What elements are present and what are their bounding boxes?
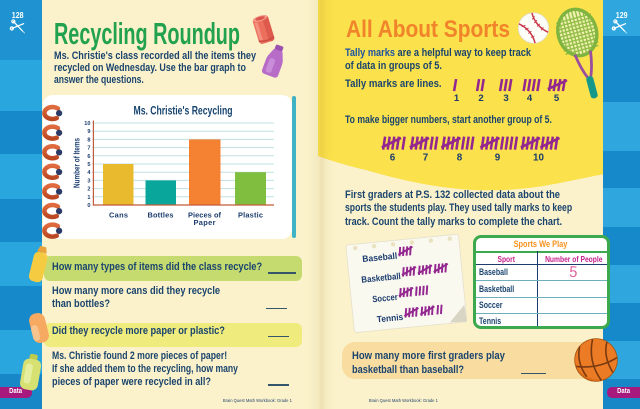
svg-text:9: 9 xyxy=(495,153,501,164)
svg-text:10: 10 xyxy=(533,153,544,164)
svg-text:Bottles: Bottles xyxy=(148,211,174,220)
svg-text:Basketball: Basketball xyxy=(361,271,401,285)
svg-text:Paper: Paper xyxy=(194,218,216,227)
svg-text:Tennis: Tennis xyxy=(376,312,403,325)
svg-text:Baseball: Baseball xyxy=(362,251,398,264)
svg-text:4: 4 xyxy=(87,170,91,176)
svg-text:8: 8 xyxy=(457,153,463,164)
svg-text:6: 6 xyxy=(87,154,90,160)
svg-text:5: 5 xyxy=(87,162,90,168)
svg-text:8: 8 xyxy=(87,137,90,143)
svg-text:7: 7 xyxy=(87,146,90,152)
svg-text:9: 9 xyxy=(87,129,90,135)
svg-text:10: 10 xyxy=(84,121,90,127)
svg-text:6: 6 xyxy=(390,153,396,164)
svg-text:2: 2 xyxy=(87,187,90,193)
svg-text:Plastic: Plastic xyxy=(238,211,263,220)
svg-text:5: 5 xyxy=(554,93,560,104)
svg-text:0: 0 xyxy=(87,203,90,209)
svg-text:Number of Items: Number of Items xyxy=(73,138,82,188)
svg-text:2: 2 xyxy=(478,93,483,104)
svg-text:Ms. Christie's Recycling: Ms. Christie's Recycling xyxy=(134,106,233,118)
svg-text:7: 7 xyxy=(423,153,429,164)
svg-text:1: 1 xyxy=(454,93,460,104)
svg-text:Soccer: Soccer xyxy=(372,292,399,304)
svg-text:4: 4 xyxy=(527,93,533,104)
svg-text:Cans: Cans xyxy=(109,211,128,220)
svg-text:1: 1 xyxy=(87,195,90,201)
svg-text:3: 3 xyxy=(503,93,508,104)
svg-text:Pieces of: Pieces of xyxy=(188,211,222,220)
svg-text:3: 3 xyxy=(87,178,90,184)
